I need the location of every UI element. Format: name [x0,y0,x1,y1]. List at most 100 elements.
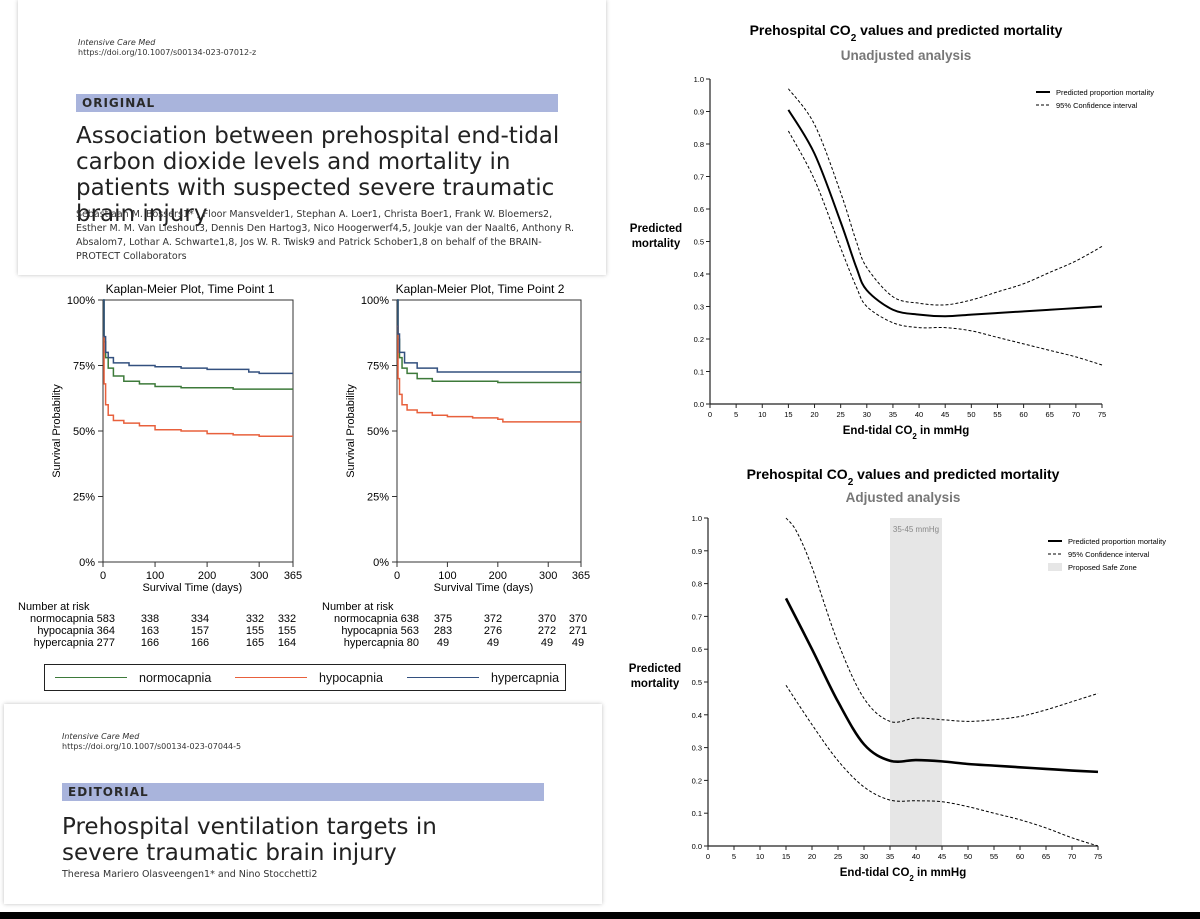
survival-curve-normocapnia [397,299,581,384]
x-tick-label: 300 [539,570,557,582]
risk-table-value: 372 [484,613,502,625]
y-axis-label: Survival Probability [345,384,357,478]
risk-table-row-label: hypocapnia 563 [341,625,419,637]
x-tick-label: 365 [572,570,590,582]
legend-label: 95% Confidence interval [1068,550,1150,559]
legend-label: hypercapnia [491,670,560,685]
x-tick-label: 70 [1068,852,1076,861]
x-tick-label: 70 [1072,410,1080,419]
y-tick-label: 0.2 [694,335,704,344]
y-tick-label: 100% [67,295,95,307]
risk-table-value: 157 [191,625,209,637]
y-tick-label: 0.8 [694,140,704,149]
x-axis-label: Survival Time (days) [142,582,242,594]
survival-curve-normocapnia [103,299,293,390]
x-tick-label: 60 [1019,410,1027,419]
km-legend: normocapnia hypocapnia hypercapnia [44,664,566,691]
y-axis-label: Predicted mortality [629,663,681,690]
risk-table-value: 338 [141,613,159,625]
confidence-interval-line [787,88,1103,306]
y-tick-label: 0.0 [694,400,704,409]
x-tick-label: 0 [394,570,400,582]
risk-table-value: 276 [484,625,502,637]
survival-curve-hypocapnia [103,335,293,437]
survival-curve-hypercapnia [397,299,581,373]
chart-subtitle: Adjusted analysis [846,490,961,505]
x-tick-label: 55 [993,410,1001,419]
x-tick-label: 100 [146,570,164,582]
x-tick-label: 50 [967,410,975,419]
y-tick-label: 25% [73,492,95,504]
x-tick-label: 200 [198,570,216,582]
y-tick-label: 0.8 [692,580,702,589]
x-tick-label: 100 [438,570,456,582]
x-tick-label: 20 [808,852,816,861]
y-tick-label: 0.6 [692,645,702,654]
label-rest: in mmHg [917,425,969,437]
x-tick-label: 5 [734,410,738,419]
original-article-header: Intensive Care Med https://doi.org/10.10… [18,0,606,275]
x-tick-label: 0 [708,410,712,419]
y-label-line: mortality [632,238,681,250]
y-tick-label: 0.5 [692,678,702,687]
risk-table-value: 165 [246,637,264,649]
mortality-chart-unadjusted: Prehospital CO2 values and predicted mor… [630,22,1154,441]
x-axis-label: End-tidal CO2 in mmHg [843,425,969,441]
y-tick-label: 0.9 [694,108,704,117]
y-tick-label: 0.3 [694,303,704,312]
risk-table-value: 283 [434,625,452,637]
x-tick-label: 75 [1094,852,1102,861]
safe-zone-region [890,518,942,846]
article-authors: Theresa Mariero Olasveengen1* and Nino S… [62,869,318,880]
x-tick-label: 0 [706,852,710,861]
risk-table-row-label: hypocapnia 364 [37,625,115,637]
risk-table-row-label: normocapnia 583 [30,613,115,625]
risk-table-value: 49 [437,637,449,649]
x-tick-label: 0 [100,570,106,582]
plot-frame [396,299,582,563]
x-tick-label: 300 [250,570,268,582]
confidence-interval-line [785,517,1099,723]
x-tick-label: 60 [1016,852,1024,861]
risk-table-value: 164 [278,637,296,649]
editorial-article-header: Intensive Care Med https://doi.org/10.10… [4,704,602,904]
predicted-mortality-line [787,109,1103,318]
y-tick-label: 0.0 [692,842,702,851]
legend-swatch-safe-zone [1048,563,1062,571]
legend-hypercapnia: hypercapnia [407,671,559,685]
legend-normocapnia: normocapnia [55,671,211,685]
risk-table-value: 163 [141,625,159,637]
article-title: Prehospital ventilation targets in sever… [62,814,437,866]
x-tick-label: 75 [1098,410,1106,419]
risk-table-value: 370 [569,613,587,625]
y-tick-label: 0.5 [694,238,704,247]
y-label-line: Predicted [630,223,682,235]
risk-table-value: 271 [569,625,587,637]
subscript: 2 [909,874,914,883]
y-label-line: Predicted [629,663,681,675]
x-tick-label: 10 [756,852,764,861]
y-tick-label: 0.4 [692,711,702,720]
y-tick-label: 25% [367,492,389,504]
x-tick-label: 30 [863,410,871,419]
legend-line [235,677,307,678]
confidence-interval-line [787,130,1103,366]
legend-label: Proposed Safe Zone [1068,563,1137,572]
chart-title: Prehospital CO2 values and predicted mor… [747,466,1060,488]
safe-zone-label: 35-45 mmHg [893,525,939,534]
title-rest: values and predicted mortality [853,466,1059,482]
legend-label: hypocapnia [319,670,383,685]
y-tick-label: 0.9 [692,547,702,556]
x-tick-label: 35 [889,410,897,419]
y-tick-label: 100% [361,295,389,307]
x-tick-label: 45 [941,410,949,419]
y-label-line: mortality [631,678,680,690]
y-tick-label: 0.2 [692,776,702,785]
y-tick-label: 50% [367,426,389,438]
confidence-interval-line [785,685,1099,847]
doi-link[interactable]: https://doi.org/10.1007/s00134-023-07044… [62,742,242,751]
y-tick-label: 0.7 [694,173,704,182]
doi-link[interactable]: https://doi.org/10.1007/s00134-023-07012… [78,48,257,57]
y-tick-label: 1.0 [692,514,702,523]
article-authors: Sebastiaan M. Bossers1* , Floor Mansveld… [76,209,574,262]
